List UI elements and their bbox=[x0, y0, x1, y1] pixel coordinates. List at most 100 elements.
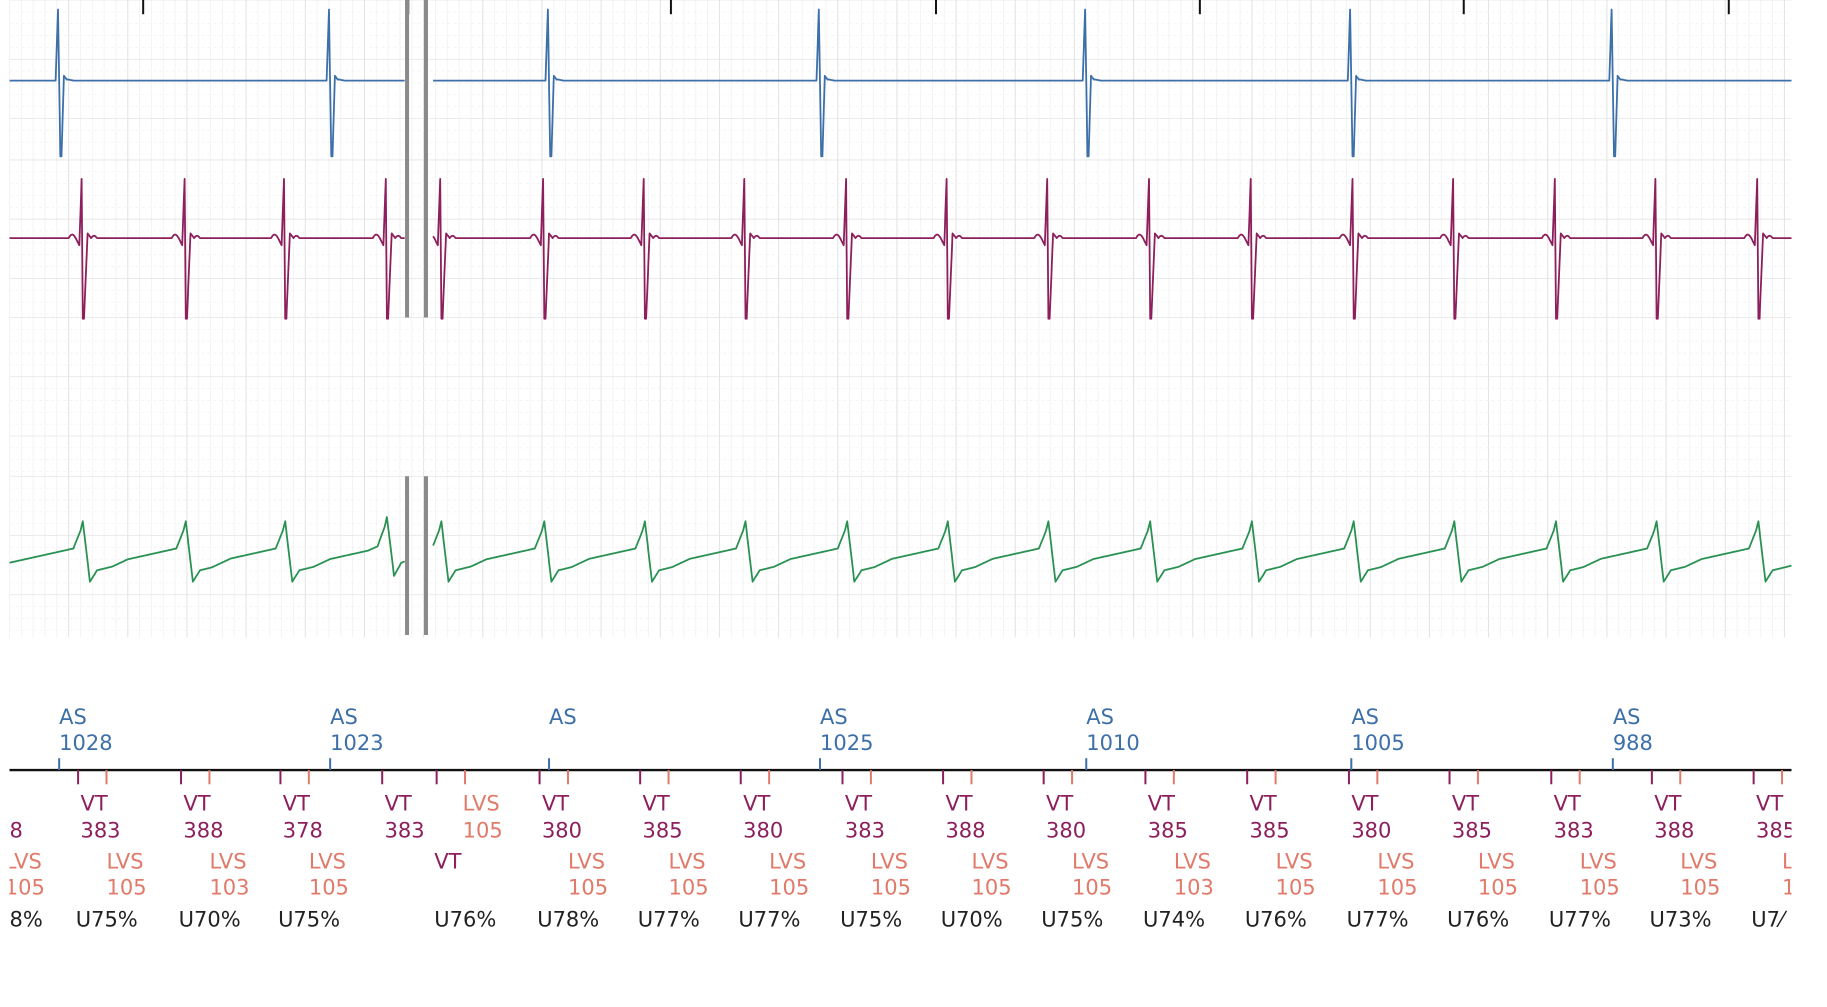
vt-marker-label: VT bbox=[1554, 791, 1581, 815]
vt-marker-label: VT bbox=[434, 849, 461, 873]
vt-marker-value: 383 bbox=[845, 819, 885, 843]
percent-value: 8% bbox=[9, 907, 42, 931]
vt-marker-label: VT bbox=[542, 791, 569, 815]
vt-marker-value: 383 bbox=[1554, 819, 1594, 843]
atrial-marker-label: AS bbox=[1086, 705, 1114, 729]
percent-value: U77% bbox=[738, 907, 800, 931]
atrial-marker-value: 1023 bbox=[330, 731, 383, 755]
atrial-marker-value: 988 bbox=[1613, 731, 1653, 755]
break-bar bbox=[423, 0, 428, 318]
vt-marker-label: VT bbox=[845, 791, 872, 815]
percent-value: U7⁄ bbox=[1751, 907, 1788, 931]
lvs-marker-label: LVS bbox=[5, 849, 42, 873]
lvs-marker-label: LVS bbox=[669, 849, 706, 873]
atrial-marker-value: 1005 bbox=[1351, 731, 1404, 755]
grid bbox=[9, 0, 1792, 638]
percent-value: U70% bbox=[941, 907, 1003, 931]
lvs-marker-label: L bbox=[1782, 849, 1794, 873]
atrial-marker-label: AS bbox=[1351, 705, 1379, 729]
atrial-marker-label: AS bbox=[1613, 705, 1641, 729]
vt-marker-value: 385 bbox=[1756, 819, 1796, 843]
lvs-marker-value: 105 bbox=[871, 875, 911, 899]
vt-marker-label: VT bbox=[80, 791, 107, 815]
lvs-marker-value: 105 bbox=[1377, 875, 1417, 899]
lvs-marker-value: 105 bbox=[463, 819, 503, 843]
lvs-marker-value: 105 bbox=[971, 875, 1011, 899]
percent-value: U75% bbox=[76, 907, 138, 931]
vt-marker-label: VT bbox=[1452, 791, 1479, 815]
lvs-marker-value: 105 bbox=[769, 875, 809, 899]
break-bar bbox=[423, 476, 428, 636]
traces bbox=[9, 0, 1792, 583]
percent-value: U77% bbox=[1347, 907, 1409, 931]
time-break-bars bbox=[405, 0, 428, 636]
lvs-marker-value: 105 bbox=[5, 875, 45, 899]
vt-marker-label: VT bbox=[1148, 791, 1175, 815]
lvs-marker-value: 105 bbox=[1680, 875, 1720, 899]
percent-value: U75% bbox=[840, 907, 902, 931]
rv-egm-trace bbox=[9, 178, 1792, 320]
lvs-marker-label: LVS bbox=[1478, 849, 1515, 873]
vt-marker-value: 380 bbox=[542, 819, 582, 843]
break-bar bbox=[405, 0, 410, 318]
lvs-marker-value: 105 bbox=[309, 875, 349, 899]
vt-marker-value: 388 bbox=[945, 819, 985, 843]
percent-value: U76% bbox=[1245, 907, 1307, 931]
percent-value: U75% bbox=[1041, 907, 1103, 931]
vt-marker-label: VT bbox=[1250, 791, 1277, 815]
vt-marker-value: 388 bbox=[1654, 819, 1694, 843]
lvs-marker-label: LVS bbox=[1174, 849, 1211, 873]
percent-value: U76% bbox=[434, 907, 496, 931]
vt-marker-value: 378 bbox=[283, 819, 323, 843]
lvs-marker-label: LVS bbox=[971, 849, 1008, 873]
lvs-marker-value: 105 bbox=[106, 875, 146, 899]
vt-marker-value: 388 bbox=[183, 819, 223, 843]
lvs-marker-label: LVS bbox=[106, 849, 143, 873]
lvs-marker-label: LVS bbox=[769, 849, 806, 873]
vt-marker-label: VT bbox=[945, 791, 972, 815]
vt-marker-label: VT bbox=[1756, 791, 1783, 815]
atrial-marker-value: 1025 bbox=[820, 731, 873, 755]
lvs-marker-value: 1 bbox=[1782, 875, 1795, 899]
percent-value: U75% bbox=[278, 907, 340, 931]
vt-marker-label: VT bbox=[183, 791, 210, 815]
lvs-marker-value: 103 bbox=[209, 875, 249, 899]
vt-marker-value: 380 bbox=[743, 819, 783, 843]
lvs-marker-label: LVS bbox=[1276, 849, 1313, 873]
percent-value: U78% bbox=[537, 907, 599, 931]
lvs-marker-value: 105 bbox=[1072, 875, 1112, 899]
vt-marker-value: 383 bbox=[385, 819, 425, 843]
percent-value: U77% bbox=[1549, 907, 1611, 931]
atrial-marker-label: AS bbox=[549, 705, 577, 729]
vt-marker-label: VT bbox=[1351, 791, 1378, 815]
lvs-marker-label: LVS bbox=[1580, 849, 1617, 873]
lvs-marker-label: LVS bbox=[568, 849, 605, 873]
percent-value: U77% bbox=[638, 907, 700, 931]
vt-marker-value: 385 bbox=[1250, 819, 1290, 843]
atrial-marker-value: 1010 bbox=[1086, 731, 1139, 755]
shock-egm-trace bbox=[9, 516, 1792, 583]
vt-marker-value: 383 bbox=[80, 819, 120, 843]
vt-marker-value: 385 bbox=[643, 819, 683, 843]
vt-marker-label: VT bbox=[643, 791, 670, 815]
atrial-marker-label: AS bbox=[820, 705, 848, 729]
vt-marker-value: 380 bbox=[1046, 819, 1086, 843]
lvs-marker-label: LVS bbox=[1377, 849, 1414, 873]
break-bar bbox=[405, 476, 410, 636]
vt-marker-label: VT bbox=[1654, 791, 1681, 815]
atrial-marker-value: 1028 bbox=[59, 731, 112, 755]
atrial-marker-label: AS bbox=[330, 705, 358, 729]
vt-marker-label: VT bbox=[283, 791, 310, 815]
lvs-marker-label: LVS bbox=[463, 791, 500, 815]
lvs-marker-label: LVS bbox=[871, 849, 908, 873]
lvs-marker-value: 105 bbox=[568, 875, 608, 899]
vt-marker-value: 385 bbox=[1148, 819, 1188, 843]
lvs-marker-label: LVS bbox=[1072, 849, 1109, 873]
lvs-marker-value: 103 bbox=[1174, 875, 1214, 899]
lvs-marker-label: LVS bbox=[1680, 849, 1717, 873]
vt-marker-label: VT bbox=[743, 791, 770, 815]
lvs-marker-label: LVS bbox=[209, 849, 246, 873]
lvs-marker-value: 105 bbox=[669, 875, 709, 899]
vt-marker-label: VT bbox=[1046, 791, 1073, 815]
